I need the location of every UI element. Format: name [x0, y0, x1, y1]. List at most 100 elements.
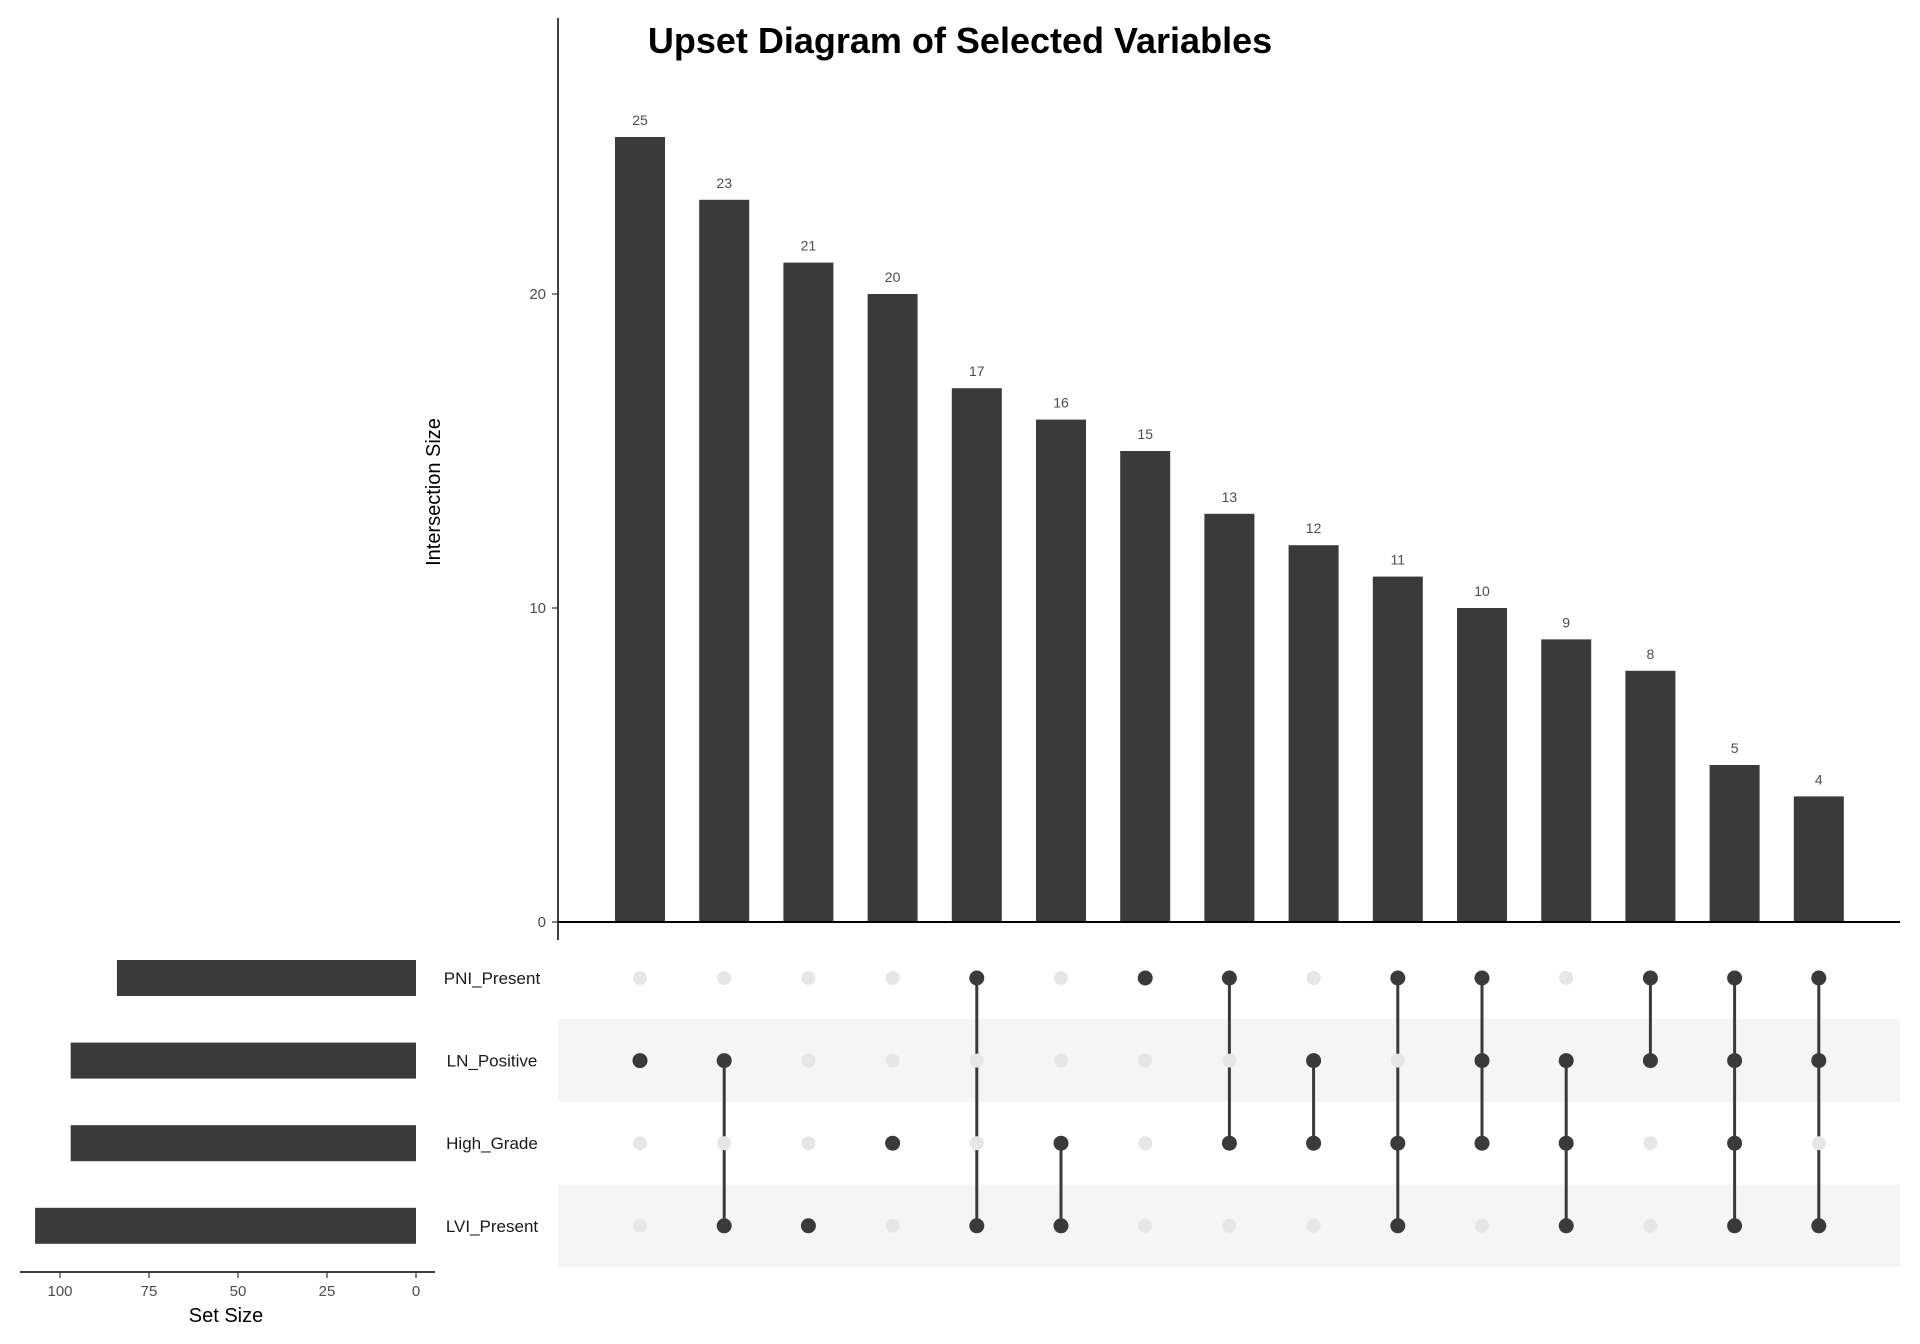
intersection-bar — [1541, 639, 1592, 922]
matrix-dot-active — [969, 1218, 985, 1234]
matrix-dot-active — [1727, 970, 1743, 986]
set-size-bar — [70, 1125, 417, 1162]
matrix-dot-inactive — [633, 971, 647, 985]
matrix-dot-active — [1727, 1135, 1743, 1151]
matrix-dot-inactive — [1475, 1218, 1489, 1233]
intersection-axis-title: Intersection Size — [423, 418, 445, 566]
intersection-bar — [1036, 419, 1086, 922]
bar-value-label: 12 — [1306, 520, 1322, 536]
intersection-bar — [615, 137, 665, 922]
matrix-dot-active — [800, 1218, 816, 1234]
matrix-dot-active — [1811, 970, 1827, 986]
matrix-dot-active — [1053, 1218, 1069, 1234]
intersection-matrix — [632, 970, 1827, 1234]
set-size-tick-label: 0 — [412, 1283, 420, 1300]
bar-value-label: 17 — [969, 363, 985, 379]
matrix-dot-inactive — [633, 1136, 647, 1151]
matrix-dot-inactive — [717, 971, 732, 985]
matrix-dot-inactive — [1054, 971, 1068, 985]
matrix-dot-inactive — [885, 1053, 900, 1068]
matrix-dot-active — [1811, 1218, 1827, 1234]
matrix-dot-active — [632, 1053, 648, 1069]
intersection-bar — [1793, 796, 1844, 922]
set-size-tick-label: 100 — [47, 1283, 72, 1300]
set-size-bars — [35, 960, 417, 1244]
matrix-dot-active — [716, 1218, 732, 1234]
set-label: LN_Positive — [447, 1052, 538, 1071]
intersection-bar — [1457, 608, 1507, 922]
bar-value-label: 25 — [632, 112, 648, 128]
matrix-dot-inactive — [969, 1053, 984, 1068]
set-size-tick-label: 50 — [230, 1283, 247, 1300]
matrix-dot-inactive — [801, 1136, 816, 1151]
matrix-dot-active — [1474, 1053, 1490, 1069]
set-size-bar — [70, 1042, 417, 1079]
matrix-dot-active — [1390, 1135, 1406, 1151]
matrix-dot-inactive — [633, 1218, 647, 1233]
intersection-bar — [1204, 513, 1255, 922]
intersection-y-axis: 0 10 20 — [529, 18, 1900, 940]
y-tick-label: 20 — [529, 286, 546, 303]
matrix-dot-inactive — [1222, 1053, 1237, 1068]
matrix-dot-inactive — [1643, 1136, 1658, 1151]
intersection-bar — [783, 262, 834, 923]
matrix-dot-active — [1390, 1218, 1406, 1234]
matrix-dot-active — [1811, 1053, 1827, 1069]
intersection-bar — [867, 294, 918, 922]
matrix-dot-inactive — [1138, 1136, 1153, 1151]
bar-value-label: 5 — [1731, 740, 1739, 756]
matrix-dot-inactive — [1306, 971, 1321, 985]
matrix-dot-inactive — [1643, 1218, 1658, 1233]
matrix-dot-inactive — [801, 1053, 816, 1068]
set-label: High_Grade — [446, 1134, 538, 1153]
intersection-bar — [1372, 576, 1423, 922]
bar-value-label: 15 — [1137, 426, 1153, 442]
matrix-dot-active — [1474, 1135, 1490, 1151]
matrix-dot-active — [1642, 1053, 1658, 1069]
intersection-bar — [951, 388, 1002, 922]
matrix-dot-active — [1558, 1218, 1574, 1234]
matrix-dot-inactive — [1222, 1218, 1237, 1233]
matrix-dot-inactive — [885, 971, 900, 985]
bar-value-label: 16 — [1053, 395, 1069, 411]
matrix-dot-active — [1137, 970, 1153, 986]
bar-value-label: 23 — [716, 175, 732, 191]
matrix-dot-active — [1053, 1135, 1069, 1151]
set-size-bar — [35, 1207, 417, 1244]
set-size-tick-label: 75 — [141, 1283, 158, 1300]
set-size-bar — [116, 960, 417, 996]
matrix-dot-inactive — [717, 1136, 732, 1151]
matrix-dot-inactive — [1054, 1053, 1068, 1068]
matrix-dot-active — [1727, 1218, 1743, 1234]
matrix-dot-active — [1558, 1053, 1574, 1069]
matrix-dot-active — [1306, 1135, 1322, 1151]
matrix-dot-inactive — [1559, 971, 1574, 985]
set-size-axis-title: Set Size — [189, 1305, 263, 1327]
matrix-dot-inactive — [969, 1136, 984, 1151]
set-size-x-axis: 100 75 50 25 0 — [20, 1271, 435, 1300]
matrix-dot-active — [1642, 970, 1658, 986]
bar-value-label: 9 — [1562, 614, 1570, 630]
y-tick-label: 10 — [529, 600, 546, 617]
matrix-dot-active — [716, 1053, 732, 1069]
matrix-dot-active — [885, 1135, 901, 1151]
matrix-dot-active — [1221, 970, 1237, 986]
bar-value-label: 20 — [885, 269, 901, 285]
bar-value-label: 13 — [1222, 489, 1238, 505]
matrix-dot-active — [1390, 970, 1406, 986]
intersection-bar — [1709, 765, 1760, 922]
y-tick-label: 0 — [538, 914, 546, 931]
bar-value-label: 21 — [801, 238, 817, 254]
intersection-bars: 25 23 21 20 17 16 15 13 12 11 10 9 8 5 4 — [615, 112, 1844, 923]
matrix-dot-active — [1558, 1135, 1574, 1151]
intersection-bar — [1625, 670, 1676, 922]
matrix-dot-inactive — [1390, 1053, 1405, 1068]
bar-value-label: 8 — [1647, 646, 1655, 662]
bar-value-label: 11 — [1391, 552, 1406, 568]
matrix-dot-inactive — [1138, 1218, 1153, 1233]
matrix-dot-active — [1306, 1053, 1322, 1069]
matrix-dot-active — [1474, 970, 1490, 986]
matrix-dot-active — [1727, 1053, 1743, 1069]
matrix-dot-inactive — [801, 971, 816, 985]
